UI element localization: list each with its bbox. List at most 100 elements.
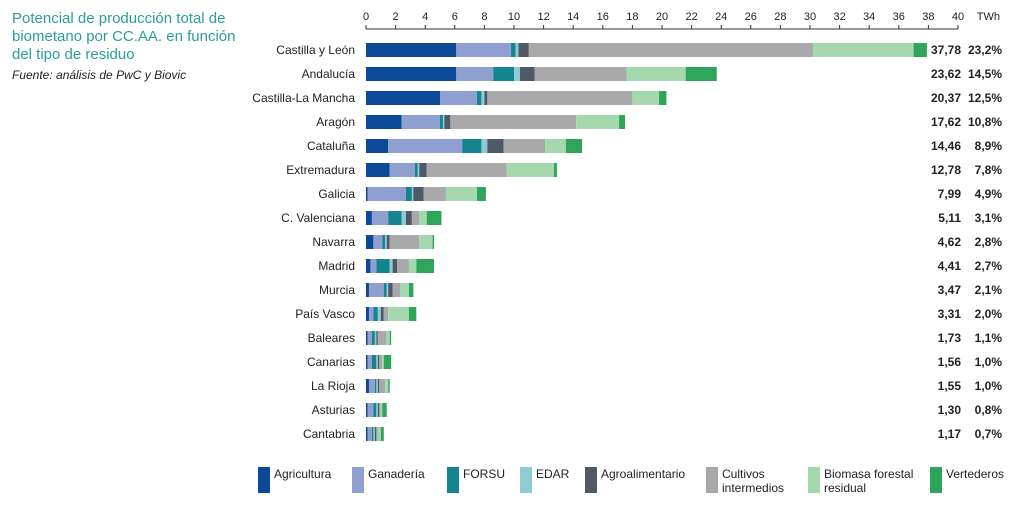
bar-segment-agroalimentario (388, 283, 393, 297)
bar-segment-edar (481, 91, 485, 105)
bar-row: Cantabria 1,17 0,7% (303, 427, 1002, 441)
bar-segment-biomasa-forestal-residual (545, 139, 566, 153)
legend-item: Biomasa forestal residual (808, 467, 913, 495)
bar-segment-vertederos (432, 235, 435, 249)
legend: Agricultura Ganadería FORSU EDAR Agroaliment… (258, 467, 1004, 495)
bar-segment-edar (386, 283, 389, 297)
category-label: País Vasco (295, 307, 355, 321)
total-label: 4,41 (938, 259, 962, 273)
bar-segment-cultivos-intermedios (411, 211, 420, 225)
bar-segment-cultivos-intermedios (379, 403, 381, 417)
legend-label: Cultivos intermedios (722, 467, 784, 495)
bar-segment-biomasa-forestal-residual (382, 355, 384, 369)
x-tick-label: 2 (393, 11, 399, 23)
legend-label: Vertederos (946, 467, 1004, 481)
bar-segment-forsu (371, 355, 377, 369)
category-label: Murcia (319, 283, 355, 297)
bar-segment-edar (376, 403, 378, 417)
x-tick-label: 26 (745, 11, 757, 23)
x-tick-label: 34 (863, 11, 875, 23)
bar-segment-agroalimentario (413, 187, 424, 201)
bar-segment-agricultura (366, 427, 368, 441)
bar-segment-edar (373, 427, 375, 441)
total-label: 1,73 (938, 331, 962, 345)
legend-swatch (258, 467, 270, 493)
bar-segment-forsu (477, 91, 482, 105)
bar-segment-biomasa-forestal-residual (506, 163, 554, 177)
legend-swatch (520, 467, 532, 493)
bar-row: Madrid 4,41 2,7% (318, 259, 1002, 273)
bar-segment-vertederos (685, 67, 717, 81)
bar-segment-vertederos (388, 379, 390, 393)
total-label: 12,78 (931, 163, 961, 177)
share-label: 10,8% (968, 115, 1002, 129)
bar-segment-ganader-a (401, 115, 440, 129)
bar-segment-agricultura (366, 331, 368, 345)
bar-segment-agricultura (366, 403, 368, 417)
bar-row: Cataluña 14,46 8,9% (307, 139, 1002, 153)
bar-segment-cultivos-intermedios (528, 43, 813, 57)
bar-segment-ganader-a (371, 211, 389, 225)
share-label: 3,1% (975, 211, 1003, 225)
total-label: 14,46 (931, 139, 961, 153)
bar-segment-biomasa-forestal-residual (626, 67, 686, 81)
bar-segment-agroalimentario (386, 235, 390, 249)
x-tick-label: 4 (422, 11, 428, 23)
share-label: 12,5% (968, 91, 1002, 105)
share-label: 1,0% (975, 379, 1003, 393)
bar-segment-forsu (405, 187, 412, 201)
bar-segment-forsu (383, 283, 387, 297)
bar-segment-ganader-a (368, 283, 384, 297)
bar-segment-agroalimentario (487, 139, 504, 153)
bar-segment-forsu (462, 139, 482, 153)
bar-segment-agricultura (366, 355, 368, 369)
bar-segment-agroalimentario (377, 379, 380, 393)
category-label: Navarra (312, 235, 355, 249)
bar-segment-forsu (374, 379, 377, 393)
bar-row: Galicia 7,99 4,9% (318, 187, 1002, 201)
bar-segment-biomasa-forestal-residual (445, 187, 477, 201)
legend-label: EDAR (536, 467, 570, 481)
share-label: 23,2% (968, 43, 1002, 57)
bar-segment-agricultura (366, 91, 440, 105)
total-label: 1,56 (938, 355, 962, 369)
bar-segment-agricultura (366, 235, 374, 249)
bar-segment-ganader-a (367, 187, 406, 201)
category-label: Extremadura (286, 163, 355, 177)
bar-segment-biomasa-forestal-residual (408, 259, 417, 273)
bar-segment-biomasa-forestal-residual (380, 403, 383, 417)
bar-segment-agroalimentario (380, 307, 384, 321)
bar-row: Murcia 3,47 2,1% (319, 283, 1002, 297)
x-tick-label: 6 (452, 11, 458, 23)
share-label: 2,0% (975, 307, 1003, 321)
bar-segment-agroalimentario (377, 355, 380, 369)
bar-segment-ganader-a (367, 355, 372, 369)
bar-segment-cultivos-intermedios (377, 331, 387, 345)
bar-segment-forsu (388, 211, 402, 225)
bar-segment-edar (514, 67, 520, 81)
bar-segment-agricultura (366, 187, 368, 201)
bar-segment-edar (389, 259, 393, 273)
bar-segment-cultivos-intermedios (392, 283, 401, 297)
bar-segment-vertederos (426, 211, 442, 225)
bar-segment-vertederos (383, 355, 392, 369)
bar-segment-biomasa-forestal-residual (419, 211, 427, 225)
bar-segment-ganader-a (370, 259, 377, 273)
legend-label: Ganadería (368, 467, 425, 481)
legend-item: Ganadería (352, 467, 425, 493)
share-label: 2,8% (975, 235, 1003, 249)
x-tick-label: 10 (508, 11, 520, 23)
category-label: Aragón (316, 115, 355, 129)
legend-item: Vertederos (930, 467, 1004, 493)
bar-segment-agroalimentario (405, 211, 412, 225)
bar-segment-vertederos (389, 331, 392, 345)
share-label: 8,9% (975, 139, 1003, 153)
legend-label: Agroalimentario (601, 467, 685, 481)
bar-row: Baleares 1,73 1,1% (308, 331, 1002, 345)
bar-segment-vertederos (565, 139, 583, 153)
bar-segment-agricultura (366, 259, 371, 273)
bar-segment-agroalimentario (518, 43, 529, 57)
x-tick-label: 36 (893, 11, 905, 23)
share-label: 1,0% (975, 355, 1003, 369)
